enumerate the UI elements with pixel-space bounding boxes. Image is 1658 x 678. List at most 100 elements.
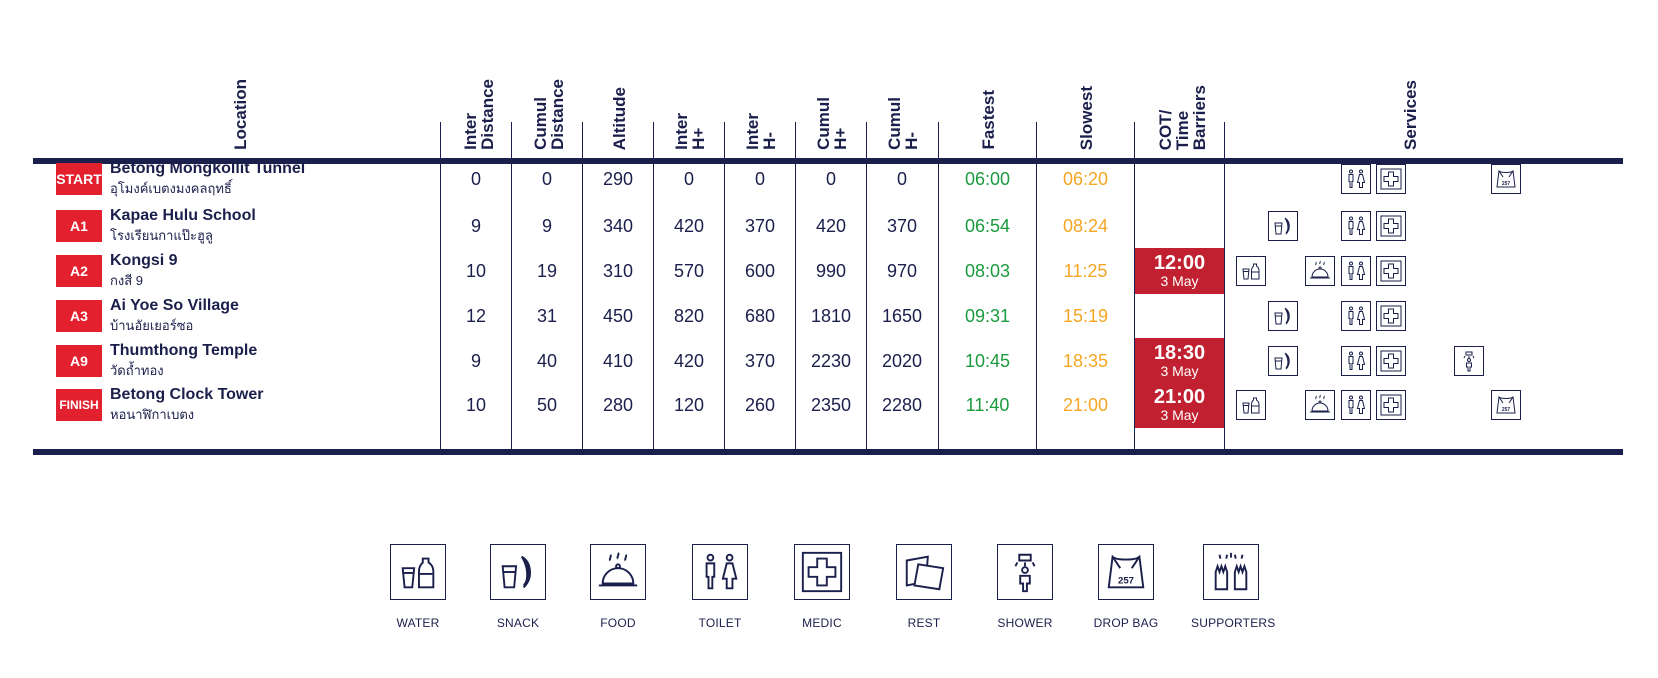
legend-label: TOILET xyxy=(698,616,742,630)
cell-cumul-hp: 420 xyxy=(815,216,847,236)
header-altitude-label: Altitude xyxy=(609,86,629,150)
toilet-icon xyxy=(1341,301,1371,331)
column-divider xyxy=(866,122,867,455)
cell-inter-hp: 820 xyxy=(673,306,705,326)
drop-bag-icon xyxy=(1098,544,1154,600)
toilet-icon xyxy=(1341,256,1371,286)
cell-fast: 10:45 xyxy=(964,351,1011,371)
location-name: Kapae Hulu School xyxy=(110,207,256,224)
cot-date: 3 May xyxy=(1160,407,1199,423)
cell-inter-hp: 420 xyxy=(673,216,705,236)
header-inter-distance: Inter Distance xyxy=(444,62,514,150)
cot-cell: 21:00 3 May xyxy=(1135,382,1224,428)
supporters-icon xyxy=(1203,544,1259,600)
cell-slow: 08:24 xyxy=(1062,216,1109,236)
medic-icon xyxy=(1376,346,1406,376)
cell-inter-d: 10 xyxy=(465,395,487,415)
legend-item: FOOD xyxy=(578,544,658,630)
medic-icon xyxy=(794,544,850,600)
column-divider xyxy=(938,122,939,455)
header-fastest: Fastest xyxy=(948,62,1028,150)
cell-cumul-d: 19 xyxy=(536,261,558,281)
cell-cumul-hp: 2230 xyxy=(810,351,852,371)
cell-alt: 450 xyxy=(602,306,634,326)
cell-slow: 06:20 xyxy=(1062,169,1109,189)
checkpoint-badge: A1 xyxy=(56,210,102,242)
header-cumul-hplus: Cumul H+ xyxy=(797,62,867,150)
cell-cumul-d: 31 xyxy=(536,306,558,326)
checkpoint-badge: START xyxy=(56,163,102,195)
cell-inter-hp: 420 xyxy=(673,351,705,371)
toilet-icon xyxy=(1341,346,1371,376)
legend-item: SUPPORTERS xyxy=(1191,544,1275,630)
cell-inter-hp: 0 xyxy=(683,169,694,189)
cell-slow: 11:25 xyxy=(1063,261,1108,281)
snack-icon xyxy=(1268,211,1298,241)
toilet-icon xyxy=(1341,164,1371,194)
toilet-icon xyxy=(1341,390,1371,420)
cell-cumul-hm: 370 xyxy=(886,216,918,236)
header-cumul-hminus-label: Cumul H- xyxy=(885,97,921,150)
legend-item: REST xyxy=(884,544,964,630)
checkpoint-badge: A9 xyxy=(56,345,102,377)
cell-inter-d: 12 xyxy=(465,306,487,326)
header-location-label: Location xyxy=(230,79,250,150)
location-name: Betong Clock Tower xyxy=(110,386,264,403)
cell-inter-d: 10 xyxy=(465,261,487,281)
location-thai-name: โรงเรียนกาแป๊ะฮูลู xyxy=(110,228,213,243)
column-divider xyxy=(795,122,796,455)
column-divider xyxy=(440,122,441,455)
location-thai-name: วัดถ้ำทอง xyxy=(110,363,164,378)
table-row: A3 Ai Yoe So Village บ้านอัยเยอร์ซอ 12 31 450… xyxy=(0,293,1658,340)
header-cumul-hminus: Cumul H- xyxy=(868,62,938,150)
location-name: Betong Mongkollit Tunnel xyxy=(110,160,306,177)
cell-alt: 410 xyxy=(602,351,634,371)
cot-date: 3 May xyxy=(1160,363,1199,379)
snack-icon xyxy=(1268,346,1298,376)
cell-cumul-d: 40 xyxy=(536,351,558,371)
cell-alt: 290 xyxy=(602,169,634,189)
food-icon xyxy=(1305,390,1335,420)
cell-alt: 280 xyxy=(602,395,634,415)
location-name: Thumthong Temple xyxy=(110,342,258,359)
cell-fast: 06:00 xyxy=(964,169,1011,189)
cell-inter-d: 0 xyxy=(470,169,481,189)
shower-icon xyxy=(1454,346,1484,376)
header-services: Services xyxy=(1370,62,1450,150)
table-row: A1 Kapae Hulu School โรงเรียนกาแป๊ะฮูลู 9 9 3… xyxy=(0,203,1658,250)
cell-cumul-hp: 0 xyxy=(825,169,836,189)
cell-alt: 310 xyxy=(602,261,634,281)
column-divider xyxy=(1224,122,1225,455)
medic-icon xyxy=(1376,164,1406,194)
water-icon xyxy=(1236,390,1266,420)
table-top-rule xyxy=(33,158,1623,164)
column-divider xyxy=(724,122,725,455)
cell-cumul-hm: 0 xyxy=(896,169,907,189)
legend-label: WATER xyxy=(396,616,440,630)
header-cot: COT/ Time Barriers xyxy=(1138,62,1226,150)
column-divider xyxy=(582,122,583,455)
legend-label: FOOD xyxy=(600,616,636,630)
cell-cumul-hm: 2280 xyxy=(881,395,923,415)
drop-bag-icon xyxy=(1491,164,1521,194)
cell-fast: 06:54 xyxy=(964,216,1011,236)
cell-cumul-d: 0 xyxy=(541,169,552,189)
cell-slow: 21:00 xyxy=(1062,395,1109,415)
cot-date: 3 May xyxy=(1160,273,1199,289)
column-divider xyxy=(1134,122,1135,455)
header-inter-hplus: Inter H+ xyxy=(655,62,725,150)
cell-fast: 09:31 xyxy=(964,306,1011,326)
location-name: Ai Yoe So Village xyxy=(110,297,239,314)
medic-icon xyxy=(1376,256,1406,286)
toilet-icon xyxy=(692,544,748,600)
water-icon xyxy=(1236,256,1266,286)
header-location: Location xyxy=(200,62,280,150)
cell-cumul-hp: 2350 xyxy=(810,395,852,415)
cell-inter-d: 9 xyxy=(470,351,481,371)
food-icon xyxy=(590,544,646,600)
water-icon xyxy=(390,544,446,600)
location-thai-name: กงสี 9 xyxy=(110,273,143,288)
header-cumul-distance-label: Cumul Distance xyxy=(531,79,567,150)
legend-label: DROP BAG xyxy=(1093,616,1159,630)
shower-icon xyxy=(997,544,1053,600)
